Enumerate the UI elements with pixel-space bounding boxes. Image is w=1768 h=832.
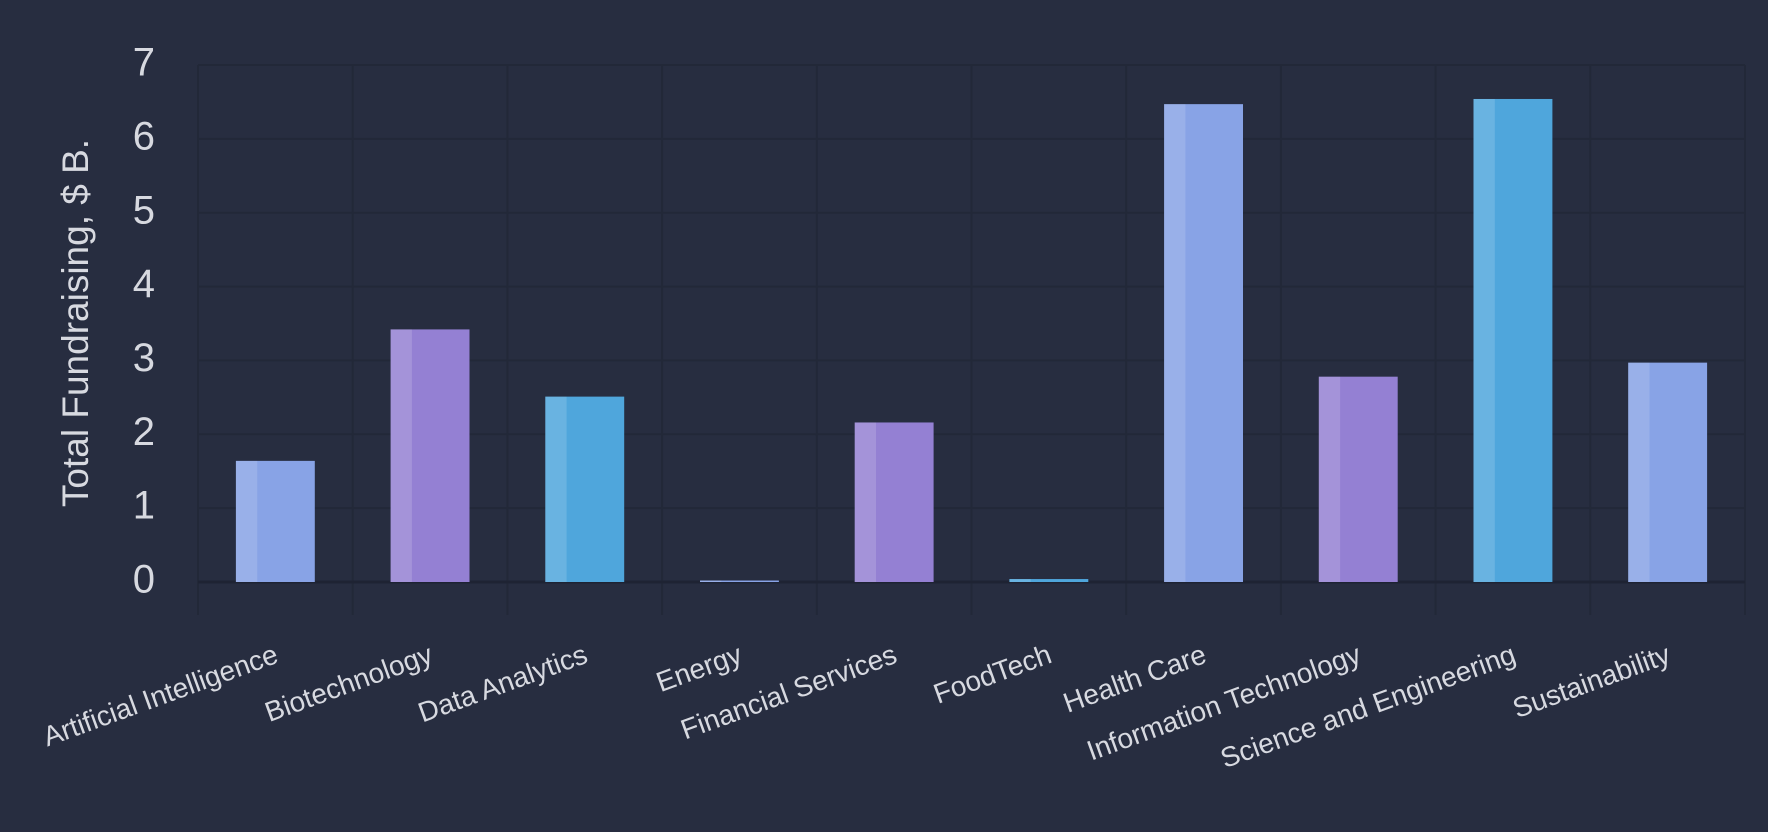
y-tick-label: 6: [133, 114, 155, 158]
bar: [1164, 104, 1243, 582]
bar-highlight: [1473, 98, 1495, 582]
y-axis-title: Total Fundraising, $ B.: [55, 139, 96, 507]
y-tick-label: 4: [133, 262, 155, 306]
bar: [1009, 579, 1089, 582]
bar-highlight: [700, 580, 722, 582]
bar: [390, 329, 470, 582]
y-tick-label: 3: [133, 336, 155, 380]
x-tick-label: Energy: [652, 638, 746, 697]
y-tick-label: 1: [133, 484, 155, 528]
bar-highlight: [235, 460, 258, 582]
bar: [854, 422, 934, 582]
y-tick-label: 5: [133, 188, 155, 232]
x-tick-label: FoodTech: [929, 638, 1055, 709]
bar: [545, 396, 625, 582]
bar-highlight: [390, 329, 412, 582]
bar-highlight: [1009, 579, 1031, 582]
bar-highlight: [1318, 376, 1341, 582]
x-tick-label: Biotechnology: [261, 638, 437, 727]
x-tick-label: Data Analytics: [414, 638, 591, 728]
x-tick-label: Science and Engineering: [1216, 638, 1519, 774]
bar: [1473, 98, 1553, 582]
bar-highlight: [854, 422, 877, 582]
y-tick-label: 7: [133, 41, 155, 85]
bar: [1628, 362, 1708, 582]
bar: [235, 460, 315, 582]
bar: [1318, 376, 1398, 582]
bar: [700, 580, 779, 582]
bar-highlight: [545, 396, 567, 582]
bar-highlight: [1628, 362, 1650, 582]
x-tick-label: Sustainability: [1509, 638, 1675, 724]
y-tick-label: 2: [133, 410, 155, 454]
bar-highlight: [1164, 104, 1186, 582]
y-tick-label: 0: [133, 558, 155, 602]
x-tick-label: Artificial Intelligence: [39, 638, 282, 752]
